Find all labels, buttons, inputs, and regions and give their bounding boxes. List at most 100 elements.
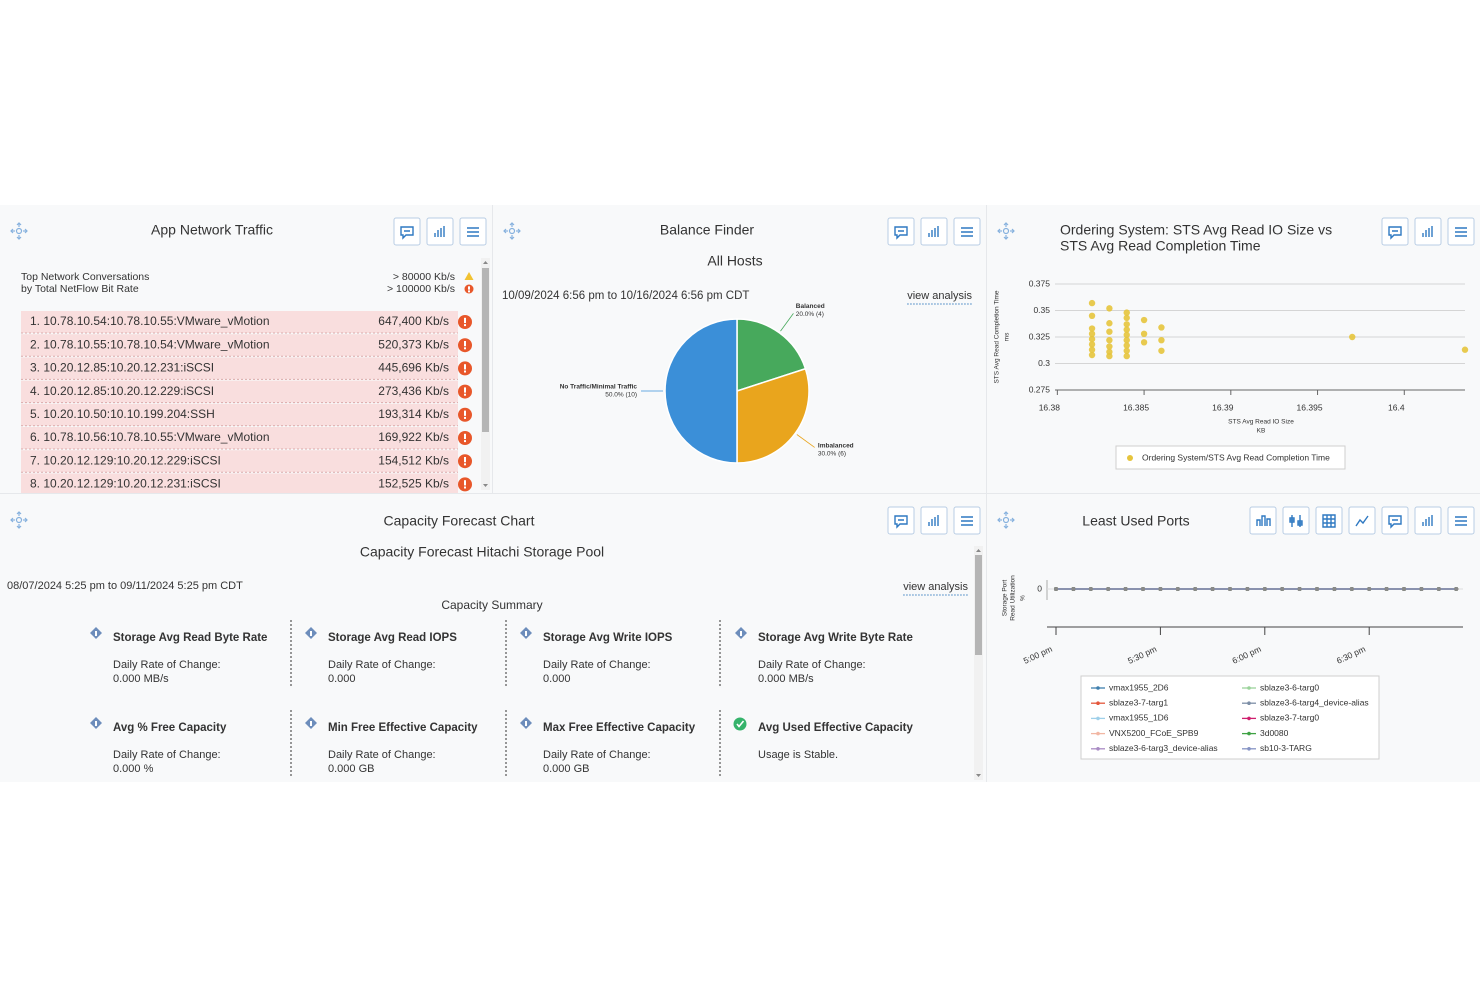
move-handle[interactable]: [997, 511, 1015, 529]
legend-label[interactable]: sblaze3-6-targ0: [1260, 682, 1319, 692]
legend-marker: [1096, 716, 1100, 721]
legend-label[interactable]: sb10-3-TARG: [1260, 743, 1312, 753]
move-handle[interactable]: [10, 511, 28, 529]
toolbar-button[interactable]: [1249, 506, 1277, 535]
x-axis-label: STS Avg Read IO Size: [1228, 419, 1294, 426]
error-icon-mark: [464, 317, 466, 324]
scatter-point: [1106, 336, 1113, 344]
button-icon-comment: [894, 515, 908, 529]
legend-label[interactable]: vmax1955_1D6: [1109, 713, 1169, 723]
scatter-point: [1106, 320, 1113, 327]
scrollbar-thumb[interactable]: [975, 555, 982, 655]
toolbar-button[interactable]: [953, 217, 981, 246]
move-handle-arrows: [10, 222, 28, 240]
series-point: [1054, 587, 1058, 591]
metric-status: Usage is Stable.: [758, 749, 838, 761]
pie-slice: [736, 367, 810, 464]
legend-label[interactable]: sblaze3-7-targ0: [1260, 713, 1319, 723]
series-point: [1193, 587, 1198, 591]
button-icon-menu: [467, 227, 479, 237]
toolbar-button[interactable]: [426, 217, 454, 246]
scatter-point: [1123, 314, 1130, 322]
table-row: [21, 403, 458, 426]
toolbar-button[interactable]: [887, 217, 915, 246]
error-icon-mark: [464, 433, 466, 440]
toolbar-button[interactable]: [920, 217, 948, 246]
move-handle-center: [1002, 227, 1010, 235]
metric-rate-label: Daily Rate of Change:: [543, 659, 651, 671]
metric-rate-label: Daily Rate of Change:: [758, 659, 866, 671]
scatter-point: [1349, 333, 1356, 341]
error-icon-dot: [464, 486, 466, 489]
toolbar-button[interactable]: [887, 506, 915, 535]
info-icon-mark: [95, 721, 97, 726]
y-axis-label: Storage Port: [1002, 580, 1009, 617]
toolbar-button[interactable]: [1315, 506, 1343, 535]
series-point: [1123, 587, 1128, 591]
metric-name: Avg Used Effective Capacity: [758, 722, 913, 734]
move-handle[interactable]: [10, 222, 28, 240]
toolbar-button[interactable]: [1282, 506, 1310, 535]
button-frame: [1414, 217, 1442, 246]
toolbar-button[interactable]: [1447, 217, 1475, 246]
info-icon-mark: [740, 631, 742, 636]
toolbar-button[interactable]: [393, 217, 421, 246]
metric-rate-value: 0.000 MB/s: [758, 673, 814, 685]
legend-label[interactable]: sblaze3-7-targ1: [1109, 697, 1168, 707]
series-point: [1280, 587, 1285, 591]
toolbar-button[interactable]: [1414, 506, 1442, 535]
toolbar-button[interactable]: [1447, 506, 1475, 535]
metric-rate-label: Daily Rate of Change:: [113, 659, 221, 671]
toolbar-button[interactable]: [953, 506, 981, 535]
x-tick-label: 16.4: [1388, 402, 1405, 412]
legend-marker: [1096, 686, 1100, 690]
pie-label: No Traffic/Minimal Traffic: [560, 384, 638, 391]
move-handle-center: [15, 516, 23, 524]
metric-name: Storage Avg Write Byte Rate: [758, 632, 913, 644]
legend-label[interactable]: 3d0080: [1260, 728, 1289, 738]
x-axis-unit: KB: [1257, 428, 1266, 435]
legend-label[interactable]: sblaze3-6-targ3_device-alias: [1109, 743, 1218, 753]
button-frame: [1315, 506, 1343, 535]
move-handle[interactable]: [997, 222, 1015, 240]
toolbar-button[interactable]: [459, 217, 487, 246]
toolbar-button[interactable]: [1381, 506, 1409, 535]
error-icon-mark: [468, 286, 470, 290]
pie-label: Balanced: [796, 303, 825, 310]
error-icon-mark: [464, 341, 466, 347]
error-icon-dot: [464, 463, 466, 466]
metric-rate-label: Daily Rate of Change:: [543, 749, 651, 761]
toolbar-button[interactable]: [1414, 217, 1442, 246]
series-point: [1175, 587, 1180, 591]
legend-label[interactable]: sblaze3-6-targ4_device-alias: [1260, 697, 1369, 707]
y-tick-label: 0.375: [1029, 278, 1051, 288]
app-network-traffic-panel: App Network Traffic Top Network Conversat…: [0, 205, 492, 493]
y-axis-label: STS Avg Read Completion Time: [994, 290, 1001, 383]
table-row: [21, 473, 458, 493]
toolbar-button[interactable]: [1348, 506, 1376, 535]
error-icon-mark: [464, 457, 466, 463]
scrollbar-thumb[interactable]: [482, 268, 489, 432]
panel-background: [0, 494, 986, 782]
legend-marker: [1247, 701, 1251, 705]
scatter-point: [1106, 305, 1113, 312]
metric-rate-label: Daily Rate of Change:: [328, 749, 436, 761]
legend-label[interactable]: VNX5200_FCoE_SPB9: [1109, 728, 1199, 738]
toolbar-button[interactable]: [1381, 217, 1409, 246]
view-analysis-link[interactable]: view analysis: [907, 290, 972, 302]
scatter-point: [1106, 352, 1113, 360]
series-point: [1384, 587, 1389, 591]
button-icon-comment: [1388, 515, 1402, 529]
metric-rate-label: Daily Rate of Change:: [113, 749, 221, 761]
y-tick-label: 0.275: [1029, 384, 1051, 394]
scatter-point: [1123, 321, 1130, 328]
legend-marker: [1127, 455, 1133, 461]
scatter-point: [1123, 326, 1130, 333]
scatter-point: [1088, 325, 1096, 332]
conversation-label: 8. 10.20.12.129:10.20.12.231:iSCSI: [30, 477, 221, 491]
legend-label[interactable]: vmax1955_2D6: [1109, 682, 1169, 692]
view-analysis-link[interactable]: view analysis: [903, 581, 968, 593]
toolbar-button[interactable]: [920, 506, 948, 535]
move-handle[interactable]: [503, 222, 521, 240]
button-icon-bar: [434, 226, 445, 237]
